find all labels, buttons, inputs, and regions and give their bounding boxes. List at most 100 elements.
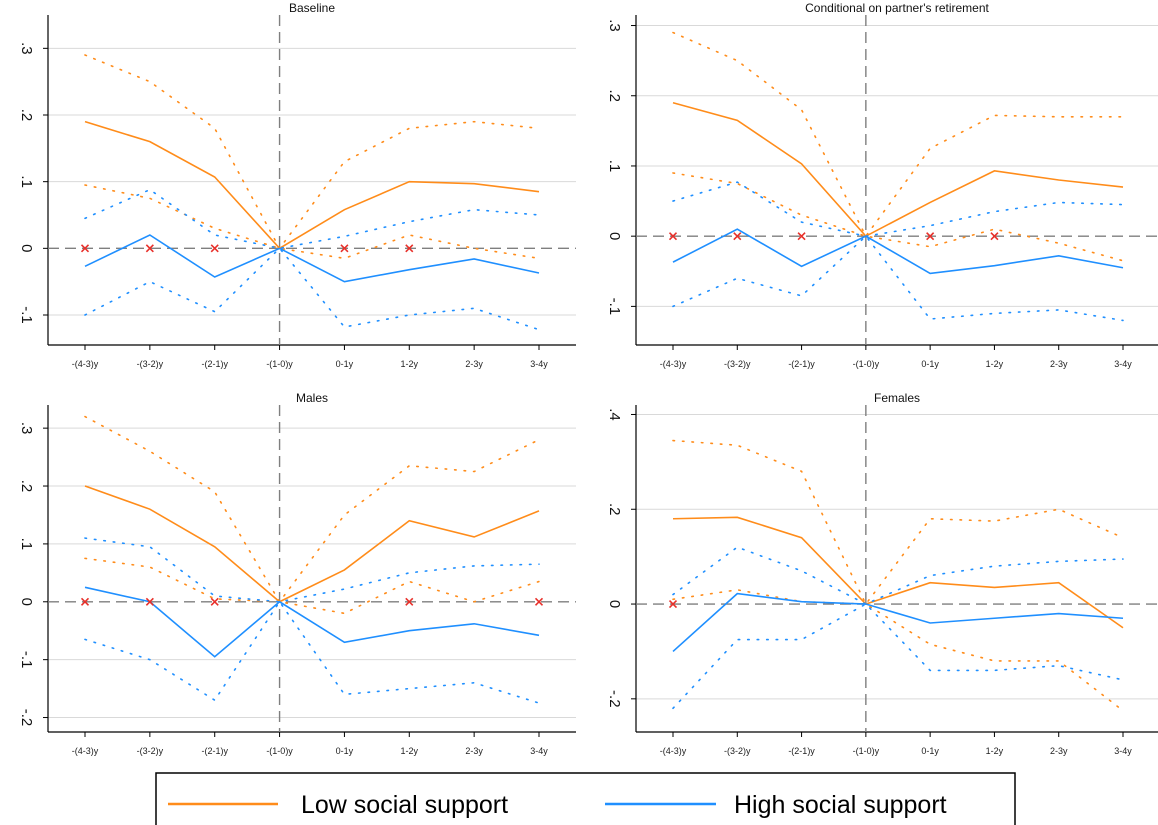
significance-marker <box>80 597 90 606</box>
x-tick-label: -(1-0)y <box>853 359 880 369</box>
significance-marker <box>340 244 349 253</box>
x-tick-label: -(2-1)y <box>201 746 228 756</box>
series-ci-upper <box>672 31 1124 238</box>
x-tick-label: 1-2y <box>986 359 1004 369</box>
x-tick-label: 2-3y <box>1050 359 1068 369</box>
significance-marker <box>145 244 154 253</box>
y-tick-label: -.1 <box>18 651 35 669</box>
series-ci-lower <box>672 234 1124 322</box>
chart-panels: -.10.1.2.3-(4-3)y -(3-2)y -(2-1)y -(1-0)y 0-… <box>18 1 1158 756</box>
x-tick-label: -(3-2)y <box>724 746 751 756</box>
x-tick-label: 1-2y <box>986 746 1004 756</box>
y-tick-label: 0 <box>606 232 623 240</box>
series-ci-upper <box>84 415 540 604</box>
significance-marker <box>797 232 806 241</box>
x-tick-label: 2-3y <box>465 746 483 756</box>
chart-panel: -.2 -.1 0 .1 .2 .3 -(4-3)y -(3-2)y -(2-1)y -(1-0)… <box>18 391 576 756</box>
x-tick-label: 3-4y <box>530 359 548 369</box>
x-tick-label: -(4-3)y <box>660 359 687 369</box>
series-ci-lower <box>672 589 1124 712</box>
significance-marker <box>733 232 742 241</box>
panel-title: Males <box>296 391 328 405</box>
series-line <box>672 592 1124 653</box>
y-tick-label: .3 <box>18 42 35 55</box>
series-ci-lower <box>84 600 540 704</box>
significance-marker <box>210 244 219 253</box>
significance-marker <box>668 599 678 609</box>
y-tick-label: 0 <box>606 600 623 608</box>
significance-marker <box>405 244 414 253</box>
significance-marker <box>926 232 935 241</box>
legend-label-low: Low social support <box>301 791 508 819</box>
y-tick-label: .2 <box>606 89 623 102</box>
x-tick-label: -(1-0)y <box>266 359 293 369</box>
significance-marker <box>145 597 154 606</box>
x-tick-label: -(4-3)y <box>660 746 687 756</box>
x-tick-label: 0-1y <box>336 746 354 756</box>
series-ci-lower <box>84 557 540 615</box>
legend-box <box>155 772 1016 825</box>
y-tick-label: -.2 <box>606 690 623 708</box>
x-tick-label: -(2-1)y <box>788 746 815 756</box>
series-ci-upper <box>672 181 1124 237</box>
significance-marker <box>668 232 678 241</box>
y-tick-label: .3 <box>606 19 623 32</box>
significance-marker <box>990 232 999 241</box>
series-ci-upper <box>84 188 540 250</box>
series-line <box>84 234 540 283</box>
chart-panel: -.2 0 .2 .4 -(4-3)y -(3-2)y -(2-1)y -(1-0)y 0-1y… <box>606 391 1158 756</box>
y-tick-label: 0 <box>18 244 35 252</box>
y-tick-label: -.1 <box>606 298 623 316</box>
y-tick-label: -.1 <box>18 306 35 324</box>
y-tick-label: .2 <box>18 480 35 493</box>
x-tick-label: -(4-3)y <box>72 359 99 369</box>
y-tick-label: -.2 <box>18 709 35 727</box>
y-tick-label: .1 <box>18 538 35 551</box>
series-line <box>672 516 1124 629</box>
y-tick-label: .1 <box>606 160 623 173</box>
series-ci-upper <box>84 54 540 250</box>
panel-title: Females <box>874 391 920 405</box>
panel-title: Conditional on partner's retirement <box>805 1 989 15</box>
x-tick-label: 2-3y <box>1050 746 1068 756</box>
x-tick-label: -(2-1)y <box>788 359 815 369</box>
x-tick-label: -(1-0)y <box>853 746 880 756</box>
x-tick-label: 0-1y <box>921 359 939 369</box>
series-line <box>672 228 1124 275</box>
x-tick-label: 1-2y <box>401 359 419 369</box>
panel-title: Baseline <box>289 1 335 15</box>
y-tick-label: .4 <box>606 408 623 421</box>
x-tick-label: 3-4y <box>1114 746 1132 756</box>
y-tick-label: .3 <box>18 422 35 435</box>
significance-marker <box>405 597 414 606</box>
x-tick-label: -(3-2)y <box>724 359 751 369</box>
chart-panel: -.1 0 .1 .2 .3 -(4-3)y -(3-2)y -(2-1)y -(1-0)y 0-… <box>18 1 576 369</box>
significance-marker <box>534 597 544 606</box>
x-tick-label: -(2-1)y <box>201 359 228 369</box>
series-ci-upper <box>672 439 1124 606</box>
legend: Low social support High social support <box>155 772 1016 825</box>
x-tick-label: 1-2y <box>401 746 419 756</box>
series-line <box>672 101 1124 238</box>
y-tick-label: .2 <box>606 503 623 516</box>
significance-marker <box>80 244 90 253</box>
series-line <box>84 586 540 658</box>
series-line <box>84 120 540 250</box>
significance-marker <box>210 597 219 606</box>
series-ci-lower <box>84 184 540 260</box>
x-tick-label: -(4-3)y <box>72 746 99 756</box>
chart-panel: -.1 0 .1 .2 .3 -(4-3)y -(3-2)y -(2-1)y -(1-0)y 0-… <box>606 1 1158 369</box>
y-tick-label: .1 <box>18 175 35 188</box>
x-tick-label: 0-1y <box>921 746 939 756</box>
series-ci-lower <box>672 603 1124 710</box>
x-tick-label: -(3-2)y <box>137 746 164 756</box>
x-tick-label: -(1-0)y <box>266 746 293 756</box>
series-ci-lower <box>84 247 540 331</box>
series-line <box>84 485 540 603</box>
x-tick-label: 2-3y <box>465 359 483 369</box>
x-tick-label: 3-4y <box>1114 359 1132 369</box>
x-tick-label: 3-4y <box>530 746 548 756</box>
series-ci-upper <box>84 537 540 603</box>
y-tick-label: 0 <box>18 598 35 606</box>
